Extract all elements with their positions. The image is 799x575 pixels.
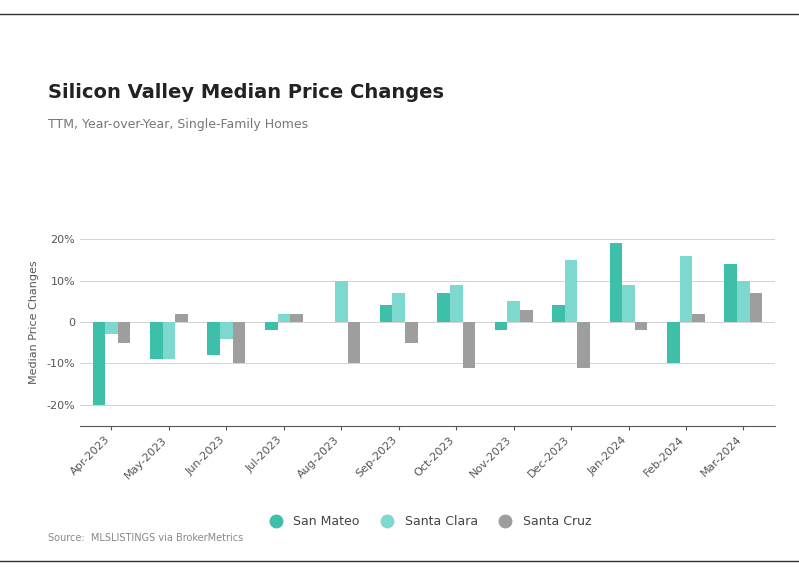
Bar (290, 314, 303, 322)
Bar (265, 322, 277, 330)
Bar (737, 281, 749, 322)
Bar (507, 301, 520, 322)
Bar (163, 322, 175, 359)
Bar (692, 314, 705, 322)
Bar (437, 293, 450, 322)
Legend: San Mateo, Santa Clara, Santa Cruz: San Mateo, Santa Clara, Santa Cruz (258, 511, 597, 534)
Bar (380, 305, 392, 322)
Bar (117, 322, 130, 343)
Bar (610, 243, 622, 322)
Bar (635, 322, 647, 330)
Bar (622, 285, 635, 322)
Bar (392, 293, 405, 322)
Bar (277, 314, 290, 322)
Bar (463, 322, 475, 367)
Bar (552, 305, 565, 322)
Bar (565, 260, 578, 322)
Bar (495, 322, 507, 330)
Bar (450, 285, 463, 322)
Bar (105, 322, 117, 335)
Bar (725, 264, 737, 322)
Bar (220, 322, 233, 339)
Bar (175, 314, 188, 322)
Bar (680, 256, 692, 322)
Bar (578, 322, 590, 367)
Text: TTM, Year-over-Year, Single-Family Homes: TTM, Year-over-Year, Single-Family Homes (48, 118, 308, 131)
Bar (233, 322, 245, 363)
Bar (348, 322, 360, 363)
Bar (520, 309, 533, 322)
Bar (749, 293, 762, 322)
Y-axis label: Median Price Changes: Median Price Changes (30, 260, 39, 384)
Text: Silicon Valley Median Price Changes: Silicon Valley Median Price Changes (48, 83, 444, 102)
Bar (150, 322, 163, 359)
Bar (93, 322, 105, 405)
Bar (405, 322, 418, 343)
Text: Source:  MLSLISTINGS via BrokerMetrics: Source: MLSLISTINGS via BrokerMetrics (48, 534, 243, 543)
Bar (208, 322, 220, 355)
Bar (335, 281, 348, 322)
Bar (667, 322, 680, 363)
